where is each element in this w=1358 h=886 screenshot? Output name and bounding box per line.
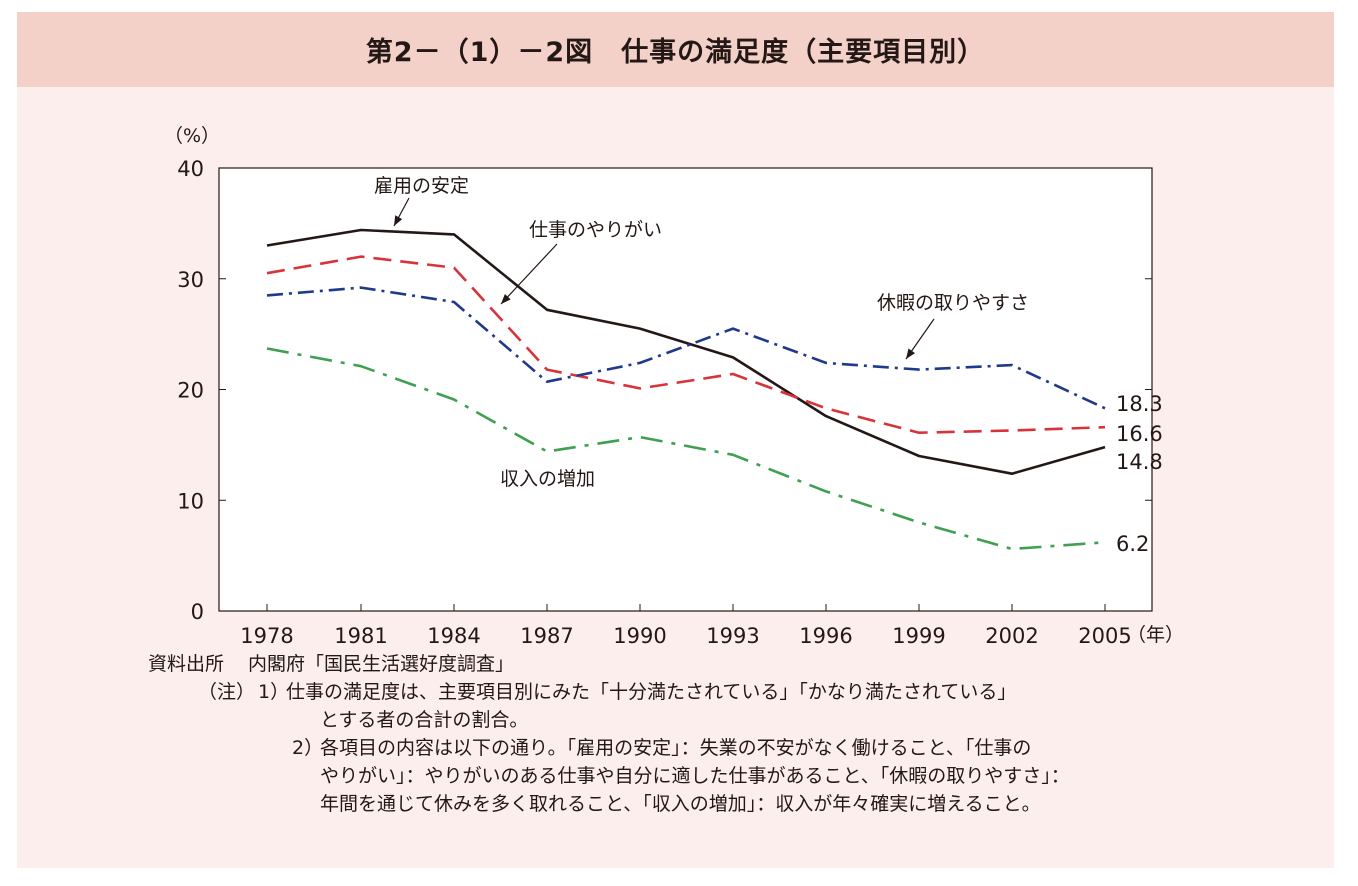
x-axis-unit: （年）	[1127, 624, 1184, 646]
notes-block: 資料出所 内閣府「国民生活選好度調査」 （注） 1）仕事の満足度は、主要項目別にみた…	[148, 650, 1070, 818]
leader-line	[500, 243, 558, 305]
source-row: 資料出所 内閣府「国民生活選好度調査」	[148, 650, 1070, 678]
series-line-1	[266, 228, 1106, 475]
note-row-2b: やりがい」：やりがいのある仕事や自分に適した仕事があること、「休暇の取りやすさ」…	[148, 762, 1070, 790]
end-value-label: 16.6	[1116, 422, 1163, 446]
note-row-1: （注） 1）仕事の満足度は、主要項目別にみた「十分満たされている」「かなり満たされ…	[148, 678, 1070, 706]
arrow-head	[501, 294, 511, 304]
end-value-label: 18.3	[1116, 392, 1163, 416]
plot-area	[218, 167, 1153, 612]
note-line: とする者の合計の割合。	[320, 709, 529, 731]
note-line: 年間を通じて休みを多く取れること、「収入の増加」：収入が年々確実に増えること。	[320, 793, 1041, 815]
note-number: 2）	[292, 737, 324, 759]
note-line: 仕事の満足度は、主要項目別にみた「十分満たされている」「かなり満たされている」	[286, 681, 1017, 703]
x-tick-label: 2005	[1078, 624, 1131, 648]
y-tick-label: 10	[177, 489, 204, 513]
x-tick-label: 1990	[613, 624, 666, 648]
end-value-label: 14.8	[1116, 450, 1163, 474]
note-line: 各項目の内容は以下の通り。「雇用の安定」：失業の不安がなく働けること、「仕事の	[320, 737, 1032, 759]
series-label: 休暇の取りやすさ	[877, 292, 1029, 314]
note-row-2: 2）各項目の内容は以下の通り。「雇用の安定」：失業の不安がなく働けること、「仕事…	[148, 734, 1070, 762]
y-tick-label: 30	[177, 268, 204, 292]
figure-title: 第2－（1）－2図 仕事の満足度（主要項目別）	[365, 37, 986, 68]
series-label: 仕事のやりがい	[529, 219, 662, 241]
series-label: 雇用の安定	[374, 175, 469, 197]
note-row-2c: 年間を通じて休みを多く取れること、「収入の増加」：収入が年々確実に増えること。	[148, 790, 1070, 818]
source-text: 内閣府「国民生活選好度調査」	[248, 653, 515, 675]
x-tick-label: 1978	[240, 624, 293, 648]
x-tick-label: 1981	[334, 624, 387, 648]
arrow-head	[394, 215, 403, 226]
x-tick-label: 1996	[799, 624, 852, 648]
series-line-2	[266, 255, 1106, 434]
x-tick-label: 1993	[706, 624, 759, 648]
y-tick-label: 20	[177, 379, 204, 403]
y-tick-label: 40	[177, 157, 204, 181]
x-tick-label: 2002	[985, 624, 1038, 648]
arrow-head	[906, 348, 915, 359]
source-label: 資料出所	[148, 653, 225, 675]
series-line-4	[266, 347, 1106, 551]
note-number: 1）	[258, 681, 290, 703]
series-label: 収入の増加	[500, 468, 595, 490]
y-tick-label: 0	[191, 600, 204, 624]
note-line: やりがい」：やりがいのある仕事や自分に適した仕事があること、「休暇の取りやすさ」…	[320, 765, 1070, 787]
end-value-label: 6.2	[1116, 532, 1149, 556]
x-tick-label: 1987	[520, 624, 573, 648]
title-bar: 第2－（1）－2図 仕事の満足度（主要項目別）	[17, 12, 1334, 87]
note-row-1b: とする者の合計の割合。	[148, 706, 1070, 734]
y-axis-unit: （%）	[164, 125, 220, 147]
x-tick-label: 1999	[892, 624, 945, 648]
note-label: （注）	[198, 681, 256, 703]
x-tick-label: 1984	[427, 624, 480, 648]
